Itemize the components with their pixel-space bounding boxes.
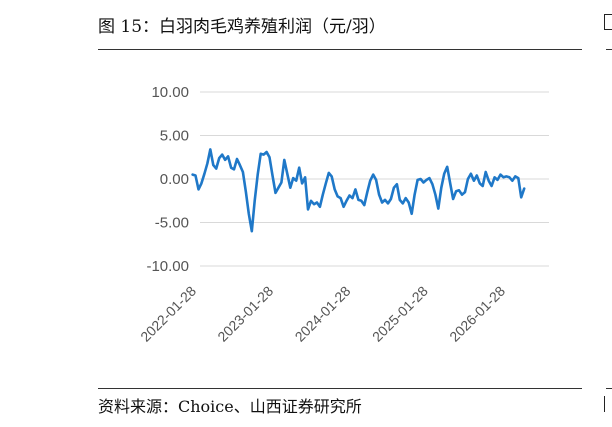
x-tick-label: 2024-01-28	[292, 283, 354, 345]
x-tick-label: 2023-01-28	[214, 283, 276, 345]
series-line	[191, 148, 526, 233]
clipped-glyph-top	[604, 14, 612, 30]
clipped-glyph-bottom	[604, 396, 612, 412]
y-tick-labels: 10.00 5.00 0.00 -5.00 -10.00	[146, 84, 189, 275]
x-tick-label: 2026-01-28	[446, 283, 508, 345]
right-edge-rule-bottom	[606, 388, 612, 389]
bottom-rule	[98, 388, 582, 389]
x-tick-label: 2025-01-28	[369, 283, 431, 345]
source-note: 资料来源：Choice、山西证券研究所	[98, 397, 362, 416]
y-tick-label: -10.00	[146, 258, 189, 275]
top-rule	[98, 49, 582, 50]
x-tick-label: 2022-01-28	[137, 283, 199, 345]
series-group	[191, 148, 526, 233]
figure-title: 图 15：白羽肉毛鸡养殖利润（元/羽）	[98, 17, 386, 37]
y-tick-label: 5.00	[160, 128, 189, 145]
y-tick-label: 0.00	[160, 171, 189, 188]
right-edge-rule-top	[606, 49, 612, 50]
y-tick-label: 10.00	[151, 84, 189, 101]
x-tick-labels: 2022-01-28 2023-01-28 2024-01-28 2025-01-28…	[137, 283, 508, 345]
y-tick-label: -5.00	[155, 215, 189, 232]
